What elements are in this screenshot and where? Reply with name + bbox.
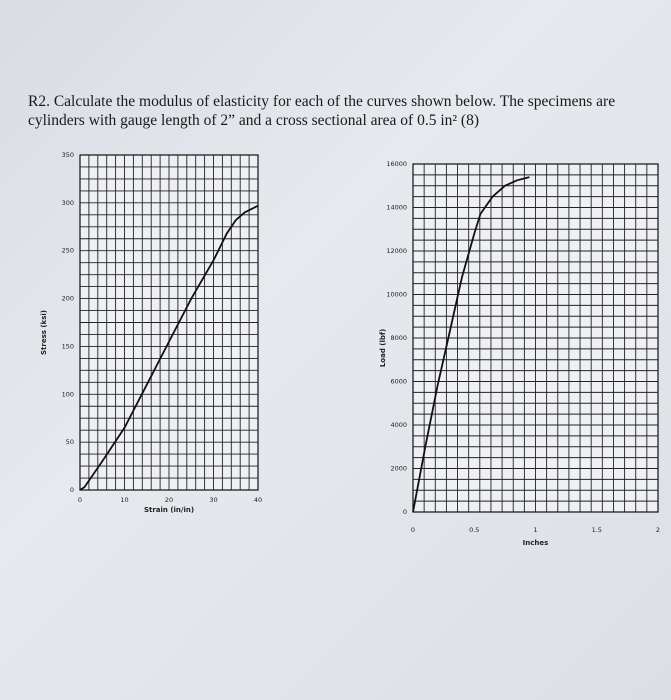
y-tick-label: 350 [62,151,74,159]
y-tick-label: 12000 [386,247,407,255]
x-tick-label: 0.5 [469,526,479,534]
x-tick-label: 0 [78,496,82,504]
chart-1: 0 50 100 150 200 250 300 350 0 10 20 30 40 Strain (in… [40,151,262,514]
data-series-line [79,204,259,491]
x-tick-label: 20 [165,496,173,504]
x-tick-label: 1 [533,526,537,534]
x-tick-label: 40 [254,496,262,504]
question-line-1: R2. Calculate the modulus of elasticity … [28,93,616,110]
y-tick-label: 300 [62,199,74,207]
x-tick-label: 30 [209,496,217,504]
data-series-line [412,176,530,513]
x-tick-label: 10 [120,496,128,504]
x-axis-label: Strain (in/in) [144,506,194,514]
x-axis-label: Inches [523,539,549,547]
question-text: R2. Calculate the modulus of elasticity … [28,92,658,130]
y-tick-label: 0 [70,486,74,494]
y-tick-label: 250 [62,247,74,255]
y-tick-label: 150 [62,342,74,350]
chart-2: 0 2000 4000 6000 8000 10000 12000 14000 16000 0 0.… [379,160,660,547]
question-line-2: cylinders with gauge length of 2” and a … [28,112,479,129]
y-tick-label: 4000 [390,421,407,429]
x-tick-label: 0 [411,526,415,534]
y-tick-label: 14000 [386,204,407,212]
y-tick-label: 10000 [386,291,407,299]
y-tick-label: 2000 [390,465,407,473]
x-tick-label: 2 [656,526,660,534]
y-tick-label: 0 [403,508,407,516]
x-tick-label: 1.5 [592,526,602,534]
y-tick-label: 8000 [390,334,407,342]
y-tick-label: 6000 [390,378,407,386]
y-axis-label: Stress (ksi) [40,310,48,355]
y-tick-label: 100 [62,390,74,398]
y-tick-label: 16000 [386,160,407,168]
y-tick-label: 200 [62,295,74,303]
y-axis-label: Load (lbf) [379,329,387,367]
y-tick-label: 50 [66,438,74,446]
